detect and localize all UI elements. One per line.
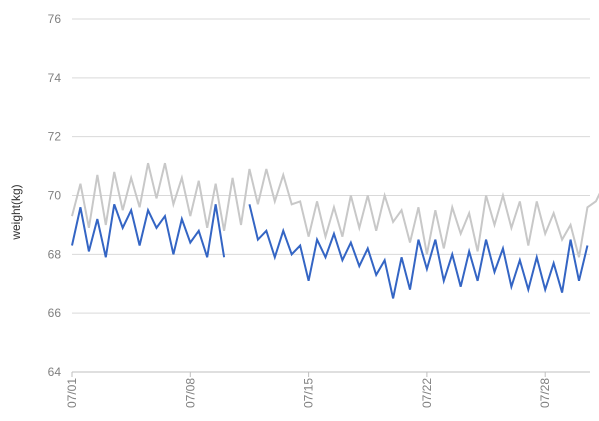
series-line-1 xyxy=(71,162,599,258)
x-tick-label: 07/08 xyxy=(183,378,197,408)
x-tick-label: 07/22 xyxy=(420,378,434,408)
y-axis-ticks: 64 66 68 70 72 74 76 xyxy=(48,12,62,379)
x-tick-label: 07/15 xyxy=(302,378,316,408)
y-axis-title: weight(kg) xyxy=(9,184,23,240)
y-tick-label: 74 xyxy=(48,71,62,85)
y-tick-label: 76 xyxy=(48,12,62,26)
y-tick-label: 66 xyxy=(48,306,62,320)
x-tick-label: 07/28 xyxy=(538,378,552,408)
y-tick-label: 70 xyxy=(48,189,62,203)
grid-lines xyxy=(72,18,590,373)
x-axis-ticks: 07/01 07/08 07/15 07/22 07/28 xyxy=(65,372,552,408)
y-tick-label: 68 xyxy=(48,247,62,261)
x-tick-label: 07/01 xyxy=(65,378,79,408)
series-lines xyxy=(71,162,599,299)
y-tick-label: 72 xyxy=(48,130,62,144)
series-line-2 xyxy=(71,203,589,299)
y-tick-label: 64 xyxy=(48,365,62,379)
